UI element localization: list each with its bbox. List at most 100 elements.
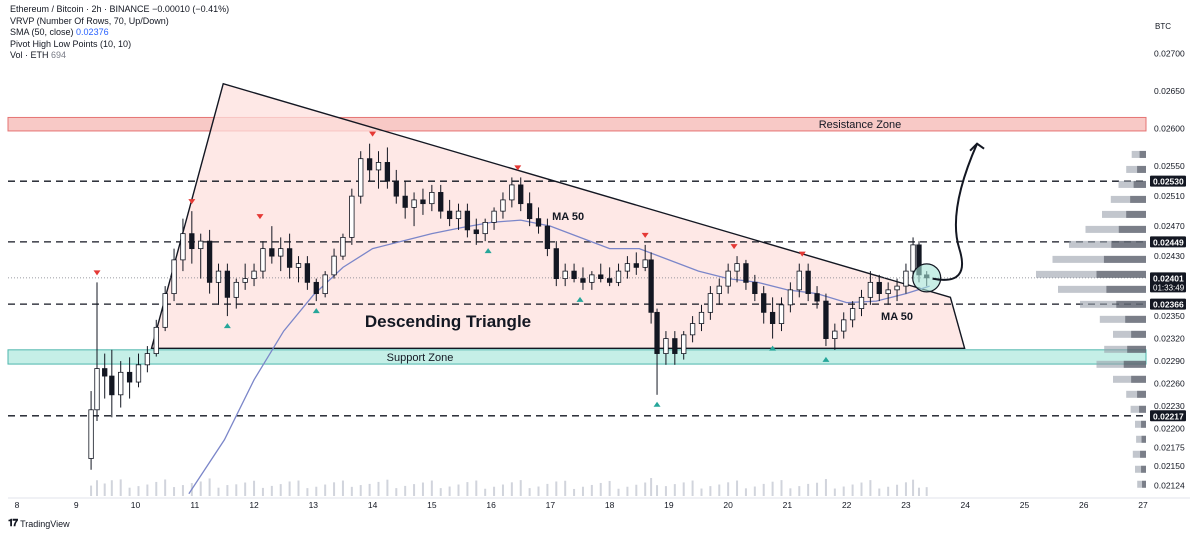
- price-tick-label: 0.02290: [1154, 356, 1185, 366]
- time-tick-label: 25: [1020, 500, 1030, 510]
- volume-bar: [90, 485, 93, 496]
- price-axis[interactable]: 0.02700 0.02650 0.02600 0.02550 0.02510 0.024…: [1150, 49, 1186, 491]
- labels-layer: MA 50 MA 50: [552, 142, 985, 323]
- volume-profile-row: [1096, 360, 1146, 368]
- candle-up: [180, 233, 186, 261]
- time-tick-label: 12: [249, 500, 259, 510]
- indicator-sma[interactable]: SMA (50, close) 0.02376: [10, 27, 229, 39]
- volume-bar: [700, 488, 703, 496]
- price-tick-label: 0.02320: [1154, 334, 1185, 344]
- price-label-box: [1150, 410, 1186, 422]
- pivot-high-marker: [256, 214, 264, 220]
- candle-down: [224, 270, 231, 298]
- candle-up: [707, 293, 714, 313]
- candle-up: [242, 278, 248, 283]
- projection-arrowhead: [969, 142, 985, 152]
- candle-down: [402, 195, 408, 208]
- volume-bar: [581, 486, 584, 496]
- volume-profile-row-up: [1103, 255, 1146, 263]
- price-label-text: 0.02530: [1153, 177, 1184, 187]
- time-axis[interactable]: 8 9 10 11 12 13 14 15 16 17 18 19 20 21 22 23 24 25 26 27: [8, 497, 1190, 510]
- price-label-box: [1150, 236, 1186, 248]
- indicator-label: SMA (50, close): [10, 27, 74, 37]
- pivot-high-marker: [188, 199, 196, 205]
- volume-bar: [617, 488, 620, 496]
- tradingview-icon: 𝟏𝟕: [8, 518, 18, 529]
- candle-down: [805, 270, 811, 295]
- time-tick-label: 22: [842, 500, 852, 510]
- volume-bar: [395, 488, 398, 496]
- time-tick-label: 18: [605, 500, 615, 510]
- volume-bar: [413, 484, 416, 496]
- volume-bar: [590, 484, 593, 496]
- time-tick-label: 16: [486, 500, 496, 510]
- volume-profile-row: [1130, 405, 1146, 413]
- volume-bar: [110, 480, 113, 496]
- volume-profile-row-up: [1106, 285, 1146, 293]
- volume-profile-row-up: [1139, 150, 1146, 158]
- candle-up: [94, 368, 100, 411]
- time-tick-label: 14: [368, 500, 378, 510]
- candle-up: [841, 319, 847, 332]
- volume-bar: [279, 484, 282, 496]
- volume-profile-row: [1131, 150, 1146, 158]
- volume-bar: [146, 484, 149, 496]
- volume-bar: [904, 482, 907, 496]
- price-label-text: 0.02366: [1153, 300, 1184, 310]
- candle-up: [162, 293, 168, 328]
- tradingview-wordmark: TradingView: [20, 518, 70, 529]
- time-tick-label: 23: [901, 500, 911, 510]
- symbol-row[interactable]: Ethereum / Bitcoin · 2h · BINANCE −0.000…: [10, 4, 229, 16]
- time-tick-label: 27: [1138, 500, 1148, 510]
- price-label-text: 0.02217: [1153, 411, 1184, 421]
- ma-label: MA 50: [881, 311, 913, 323]
- candle-down: [823, 300, 829, 339]
- candle-down: [544, 225, 551, 250]
- indicator-volume[interactable]: Vol · ETH 694: [10, 50, 229, 62]
- candle-down: [206, 240, 213, 283]
- volume-profile-row-up: [1131, 330, 1146, 338]
- volume-bar: [709, 486, 712, 496]
- price-tick-label: 0.02260: [1154, 379, 1185, 389]
- price-tick-label: 0.02230: [1154, 401, 1185, 411]
- volume-bar: [350, 486, 353, 496]
- volume-bar: [421, 482, 424, 496]
- breakout-highlight-circle: [912, 263, 942, 293]
- volume-bar: [119, 479, 122, 496]
- volume-profile-row-up: [1125, 315, 1146, 323]
- volume-profile-row-up: [1141, 420, 1146, 428]
- projection-arrow: [932, 143, 978, 281]
- ma-label: MA 50: [552, 211, 584, 223]
- volume-profile-row-up: [1141, 465, 1146, 473]
- volume-profile-row: [1136, 435, 1146, 443]
- volume-bar: [860, 482, 863, 496]
- pivots-layer: [93, 131, 830, 407]
- indicator-label: Pivot High Low Points (10, 10): [10, 38, 132, 49]
- candle-up: [734, 263, 740, 272]
- price-tick-label: 0.02430: [1154, 251, 1185, 261]
- volume-profile-row: [1069, 240, 1146, 248]
- price-label-text: 0.02449: [1153, 237, 1184, 247]
- volume-bar: [261, 487, 264, 496]
- volume-bar: [912, 479, 915, 496]
- candle-up: [725, 270, 731, 287]
- volume-profile-row-up: [1118, 225, 1146, 233]
- candle-up: [787, 289, 794, 306]
- volume-bar: [404, 485, 407, 496]
- descending-triangle: [150, 82, 966, 350]
- volume-bar: [650, 478, 653, 496]
- indicator-pivots[interactable]: Pivot High Low Points (10, 10): [10, 39, 229, 51]
- volume-profile-row: [1104, 345, 1146, 353]
- indicator-vrvp[interactable]: VRVP (Number Of Rows, 70, Up/Down): [10, 16, 229, 28]
- time-tick-label: 13: [309, 500, 319, 510]
- currency-label: BTC: [1155, 22, 1171, 31]
- candle-up: [615, 270, 622, 283]
- volume-bar: [691, 480, 694, 496]
- pivot-high-marker: [93, 270, 101, 276]
- candle-down: [648, 259, 654, 313]
- tradingview-logo[interactable]: 𝟏𝟕 TradingView: [8, 518, 70, 529]
- candle-up: [88, 409, 94, 459]
- candle-down: [814, 293, 820, 302]
- candle-down: [189, 233, 195, 250]
